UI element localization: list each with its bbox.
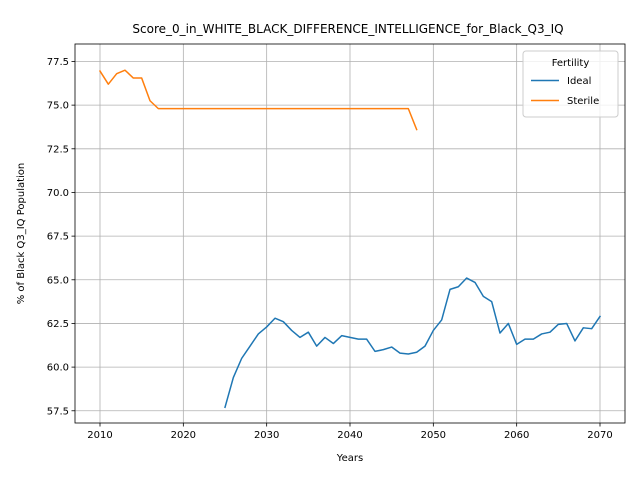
x-tick-label: 2050: [421, 430, 446, 441]
y-tick-label: 70.0: [47, 188, 69, 199]
series-line-sterile: [98, 69, 418, 131]
x-axis: 2010 2020 2030 2040 2050 2060 2070: [87, 423, 613, 441]
x-tick-label: 2070: [587, 430, 612, 441]
y-tick-label: 65.0: [47, 275, 69, 286]
chart-title: Score_0_in_WHITE_BLACK_DIFFERENCE_INTELL…: [132, 22, 563, 36]
y-tick-label: 62.5: [47, 319, 69, 330]
y-tick-label: 77.5: [47, 57, 69, 68]
legend: Fertility Ideal Sterile: [522, 50, 619, 118]
x-tick-label: 2040: [337, 430, 362, 441]
y-tick-label: 75.0: [47, 101, 69, 112]
x-tick-label: 2020: [171, 430, 196, 441]
x-tick-label: 2030: [254, 430, 279, 441]
series-line-ideal: [224, 277, 602, 409]
legend-title: Fertility: [552, 58, 590, 69]
grid: [75, 44, 625, 423]
x-axis-label: Years: [336, 453, 363, 464]
y-tick-label: 67.5: [47, 232, 69, 243]
y-tick-label: 72.5: [47, 144, 69, 155]
series-layer: [98, 69, 602, 409]
x-tick-label: 2010: [87, 430, 112, 441]
legend-entries: Ideal Sterile: [531, 76, 599, 107]
y-axis: 57.5 60.0 62.5 65.0 67.5 70.0 72.5 75.0 77.5: [47, 57, 75, 417]
y-tick-label: 57.5: [47, 406, 69, 417]
legend-label-sterile: Sterile: [567, 96, 599, 107]
y-axis-label: % of Black Q3_IQ Population: [16, 163, 27, 305]
legend-label-ideal: Ideal: [567, 76, 591, 87]
y-tick-label: 60.0: [47, 363, 69, 374]
x-tick-label: 2060: [504, 430, 529, 441]
